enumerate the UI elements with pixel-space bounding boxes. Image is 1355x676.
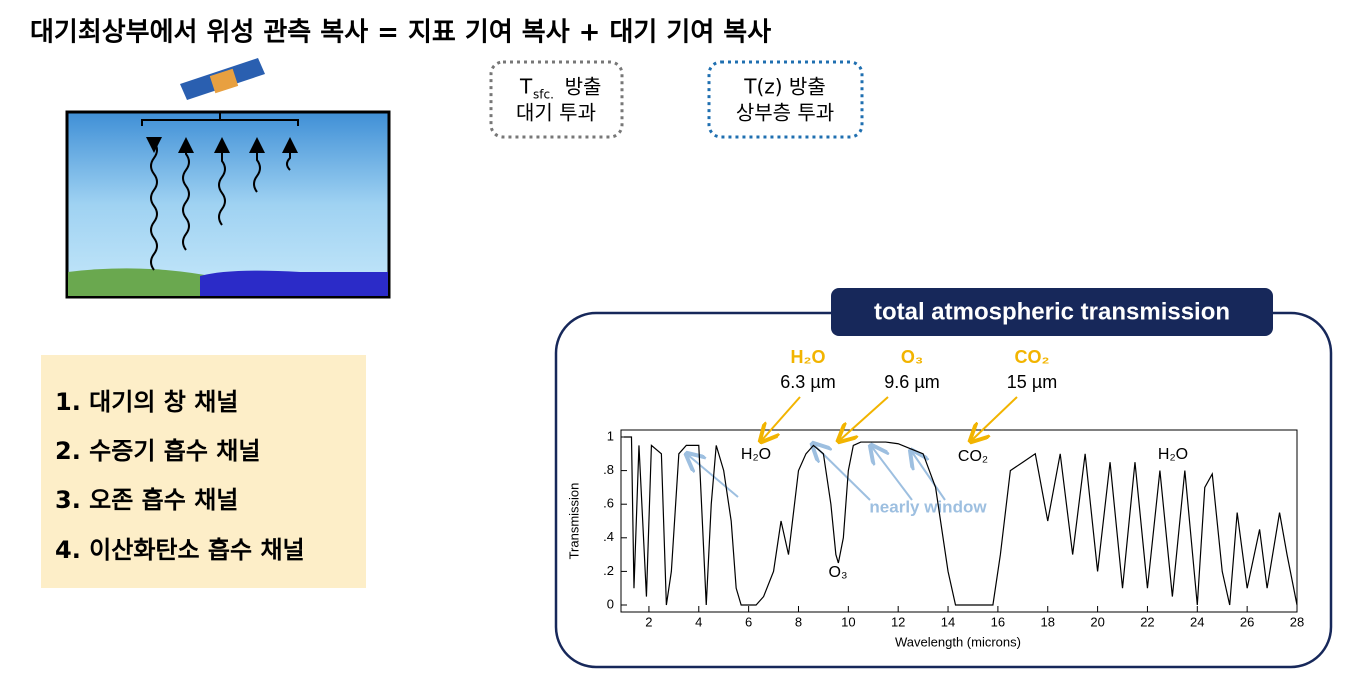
x-tick-label: 20 [1090,614,1104,629]
absorber-name: O₃ [901,347,923,367]
slide-title: 대기최상부에서 위성 관측 복사 = 지표 기여 복사 + 대기 기여 복사 [30,18,771,48]
channel-panel [41,355,366,588]
y-tick-label: .4 [603,529,614,544]
channel-item: 2. 수증기 흡수 채널 [55,437,260,465]
box-transmission: 상부층 투과 [736,101,834,125]
surface-box [489,60,624,139]
x-tick-label: 28 [1290,614,1304,629]
x-tick-label: 16 [991,614,1005,629]
x-tick-label: 24 [1190,614,1204,629]
box-emission: T(z) 방출 [743,75,825,99]
absorber-band: 9.6 µm [884,372,939,392]
annotation: CO₂ [958,448,988,465]
illustration [65,58,391,299]
absorber-band: 15 µm [1007,372,1057,392]
channel-item: 1. 대기의 창 채널 [55,388,238,416]
x-tick-label: 26 [1240,614,1254,629]
x-tick-label: 8 [795,614,802,629]
annotation: nearly window [869,497,987,516]
box-subscript: sfc. [533,88,554,102]
y-axis-label: Transmission [566,483,581,560]
y-tick-label: .2 [603,563,614,578]
box-emission: 방출 [565,75,602,99]
x-tick-label: 4 [695,614,702,629]
annotation: H₂O [741,446,771,463]
box-symbol: T [519,75,533,99]
annotation: H₂O [1158,446,1188,463]
y-tick-label: 1 [607,428,614,443]
x-tick-label: 6 [745,614,752,629]
x-tick-label: 2 [645,614,652,629]
y-tick-label: .8 [603,462,614,477]
absorber-name: CO₂ [1015,347,1050,367]
channel-item: 4. 이산화탄소 흡수 채널 [55,536,305,564]
absorber-band: 6.3 µm [780,372,835,392]
annotation: O₃ [829,564,848,581]
x-tick-label: 12 [891,614,905,629]
y-tick-label: 0 [607,596,614,611]
atmosphere-box [707,60,864,139]
chart-title: total atmospheric transmission [874,298,1230,325]
x-tick-label: 22 [1140,614,1154,629]
channel-item: 3. 오존 흡수 채널 [55,486,238,514]
y-tick-label: .6 [603,496,614,511]
x-tick-label: 10 [841,614,855,629]
plot-frame [620,429,1298,613]
box-transmission: 대기 투과 [516,101,596,125]
transmission-line [624,436,1298,606]
x-axis-label: Wavelength (microns) [895,634,1021,649]
x-tick-label: 18 [1041,614,1055,629]
chart-title-badge [831,288,1273,336]
x-tick-label: 14 [941,614,955,629]
absorber-name: H₂O [791,347,826,367]
